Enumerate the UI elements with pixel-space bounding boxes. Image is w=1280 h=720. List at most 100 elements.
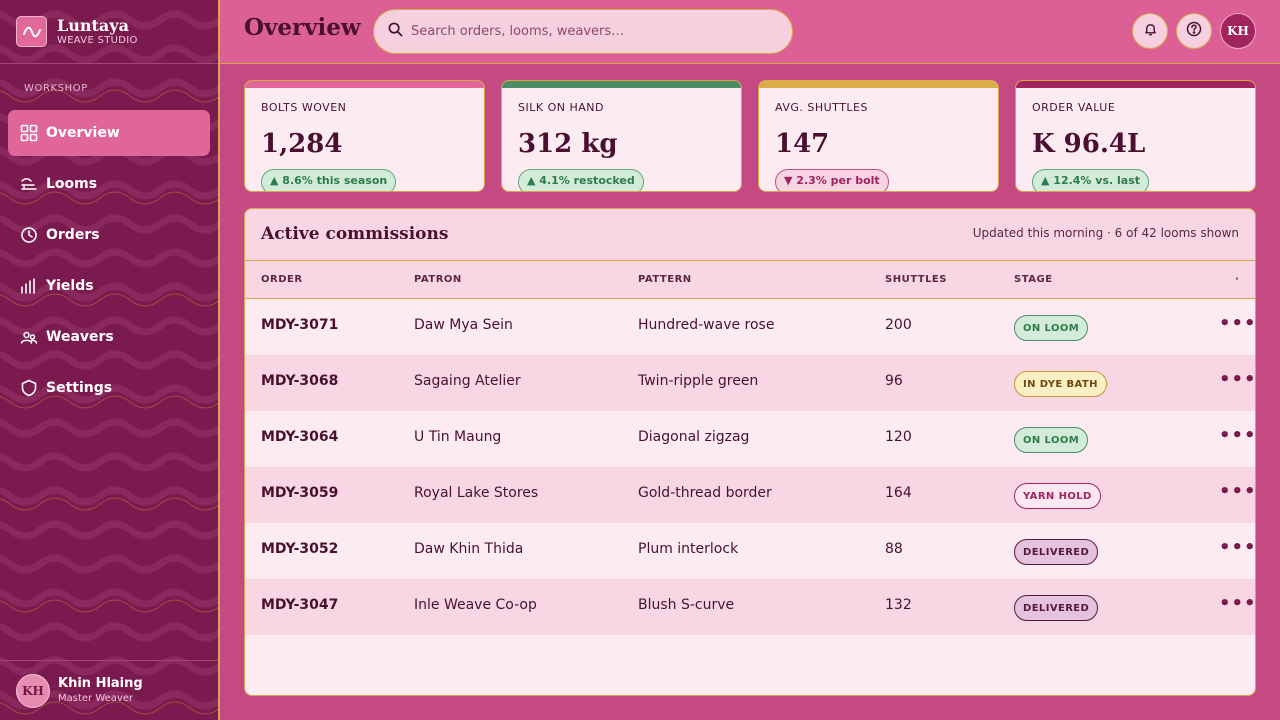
kpi-card-bolts-woven[interactable]: BOLTS WOVEN 1,284 ▲ 8.6% this season [244,80,485,192]
search-bar[interactable] [373,9,793,54]
kpi-accent-bar [245,81,484,88]
kpi-value: 1,284 [261,129,343,159]
panel-title: Active commissions [261,224,449,244]
column-header-actions: · [1235,274,1240,285]
kpi-delta-badge: ▲ 4.1% restocked [518,169,644,191]
table-row[interactable]: MDY-3071 Daw Mya Sein Hundred-wave rose … [245,299,1255,355]
sidebar-item-weavers[interactable]: Weavers [8,314,210,360]
kpi-accent-bar [759,81,998,88]
sidebar-item-label: Weavers [46,329,114,345]
row-more-button[interactable]: ••• [1219,537,1256,558]
sidebar-item-orders[interactable]: Orders [8,212,210,258]
column-header-pattern[interactable]: PATTERN [638,274,692,285]
patron-name: Daw Mya Sein [414,317,513,333]
status-badge: DELIVERED [1014,595,1099,621]
row-more-button[interactable]: ••• [1219,313,1256,334]
status-badge: ON LOOM [1014,315,1089,341]
row-more-button[interactable]: ••• [1219,593,1256,614]
help-icon [1186,21,1202,41]
sidebar-nav: Overview Looms Orders Yields Weavers [8,110,210,416]
patron-name: Royal Lake Stores [414,485,539,501]
sidebar-item-looms[interactable]: Looms [8,161,210,207]
sidebar-item-yields[interactable]: Yields [8,263,210,309]
column-header-stage[interactable]: STAGE [1014,274,1053,285]
kpi-value: 312 kg [518,129,618,159]
order-id: MDY-3064 [261,429,339,445]
brand[interactable]: Luntaya WEAVE STUDIO [0,0,218,64]
table-row[interactable]: MDY-3064 U Tin Maung Diagonal zigzag 120… [245,411,1255,467]
column-header-patron[interactable]: PATRON [414,274,462,285]
kpi-label: SILK ON HAND [518,101,604,114]
order-id: MDY-3071 [261,317,339,333]
kpi-label: AVG. SHUTTLES [775,101,868,114]
kpi-delta-badge: ▲ 8.6% this season [261,169,397,191]
status-badge: IN DYE BATH [1014,371,1107,397]
user-name: Khin Hlaing [58,676,143,691]
sidebar-item-overview[interactable]: Overview [8,110,210,156]
patron-name: Sagaing Atelier [414,373,521,389]
avatar: KH [16,673,50,708]
kpi-label: BOLTS WOVEN [261,101,347,114]
users-icon [20,328,38,346]
table-header: ORDER PATRON PATTERN SHUTTLES STAGE · [245,261,1255,299]
table-row[interactable]: MDY-3068 Sagaing Atelier Twin-ripple gre… [245,355,1255,411]
order-id: MDY-3059 [261,485,339,501]
shuttle-count: 120 [885,429,912,445]
commissions-panel: Active commissions Updated this morning … [244,208,1256,696]
shield-icon [20,379,38,397]
help-button[interactable] [1176,13,1212,49]
loom-icon [20,175,38,193]
kpi-label: ORDER VALUE [1032,101,1116,114]
row-more-button[interactable]: ••• [1219,425,1256,446]
table-row[interactable]: MDY-3047 Inle Weave Co-op Blush S-curve … [245,579,1255,635]
shuttle-count: 164 [885,485,912,501]
shuttle-count: 200 [885,317,912,333]
clock-icon [20,226,38,244]
user-role: Master Weaver [58,693,134,704]
status-badge: YARN HOLD [1014,483,1101,509]
top-bar: Overview KH [220,0,1280,64]
kpi-accent-bar [1016,81,1255,88]
pattern-name: Hundred-wave rose [638,317,775,333]
panel-meta: Updated this morning · 6 of 42 looms sho… [972,226,1239,240]
page-title: Overview [244,14,361,41]
column-header-order[interactable]: ORDER [261,274,303,285]
shuttle-count: 132 [885,597,912,613]
row-more-button[interactable]: ••• [1219,369,1256,390]
kpi-card-order-value[interactable]: ORDER VALUE K 96.4L ▲ 12.4% vs. last [1015,80,1256,192]
sidebar-item-label: Looms [46,176,98,192]
kpi-value: 147 [775,129,830,159]
kpi-card-silk-on-hand[interactable]: SILK ON HAND 312 kg ▲ 4.1% restocked [501,80,742,192]
notifications-button[interactable] [1132,13,1168,49]
kpi-delta-badge: ▲ 12.4% vs. last [1032,169,1150,191]
profile-avatar-button[interactable]: KH [1220,13,1256,49]
table-row[interactable]: MDY-3052 Daw Khin Thida Plum interlock 8… [245,523,1255,579]
kpi-value: K 96.4L [1032,129,1146,159]
row-more-button[interactable]: ••• [1219,481,1256,502]
pattern-name: Diagonal zigzag [638,429,750,445]
sidebar-item-settings[interactable]: Settings [8,365,210,411]
sidebar-item-label: Settings [46,380,113,396]
status-badge: ON LOOM [1014,427,1089,453]
kpi-card-avg-shuttles[interactable]: AVG. SHUTTLES 147 ▼ 2.3% per bolt [758,80,999,192]
grid-icon [20,124,38,142]
brand-subtitle: WEAVE STUDIO [57,34,138,46]
patron-name: Inle Weave Co-op [414,597,537,613]
brand-logo-icon [16,16,47,47]
sidebar-item-label: Yields [46,278,94,294]
column-header-shuttles[interactable]: SHUTTLES [885,274,947,285]
shuttle-count: 96 [885,373,903,389]
table-body: MDY-3071 Daw Mya Sein Hundred-wave rose … [245,299,1255,635]
search-input[interactable] [411,24,771,39]
sidebar: Luntaya WEAVE STUDIO WORKSHOP Overview L… [0,0,220,720]
status-badge: DELIVERED [1014,539,1099,565]
table-row[interactable]: MDY-3059 Royal Lake Stores Gold-thread b… [245,467,1255,523]
bar-chart-icon [20,277,38,295]
shuttle-count: 88 [885,541,903,557]
current-user[interactable]: KH Khin Hlaing Master Weaver [0,660,218,720]
pattern-name: Blush S-curve [638,597,735,613]
order-id: MDY-3052 [261,541,339,557]
patron-name: U Tin Maung [414,429,502,445]
patron-name: Daw Khin Thida [414,541,524,557]
bell-icon [1143,22,1158,41]
